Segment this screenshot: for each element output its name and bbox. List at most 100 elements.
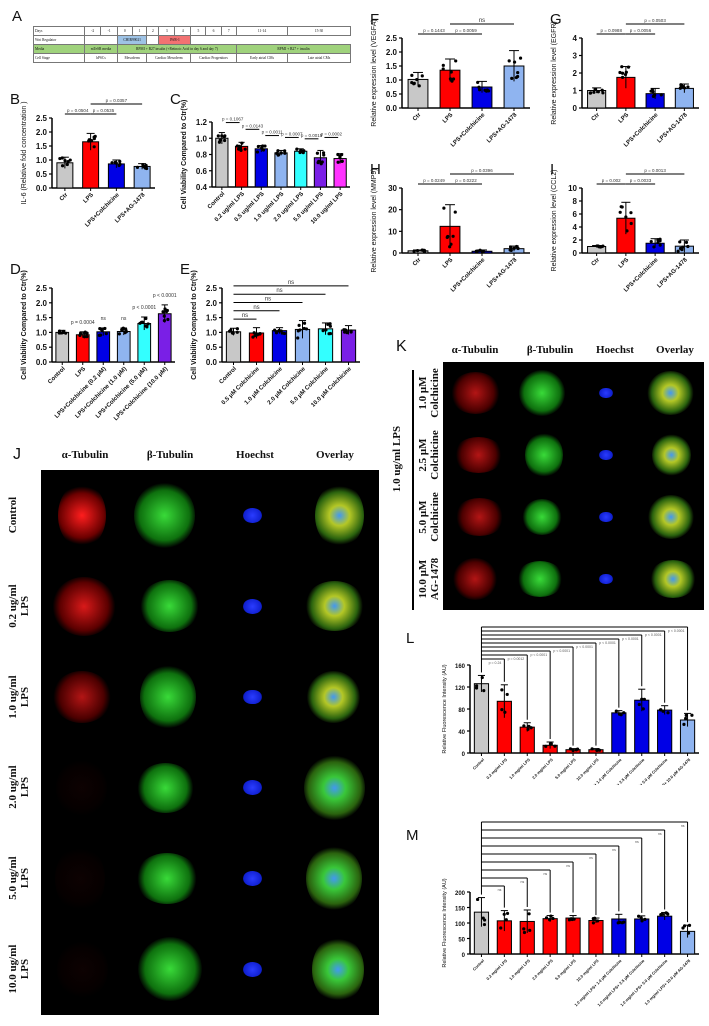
svg-text:2.5: 2.5 [206,284,218,293]
table-row-days: Days -2 -1 0 1 2 3 4 5 6 7 11-14 15-30 [33,26,351,36]
overlay-signal [311,935,365,1003]
x-tick-label: 1.0 mg/ml LPS [508,757,531,780]
svg-text:2.0: 2.0 [36,128,48,137]
micrograph-cell [295,561,380,652]
alpha-tubulin-signal [51,670,112,724]
x-tick-label: 5.0 mg/ml LPS [554,757,577,780]
hoechst-nucleus [242,780,262,796]
svg-text:ns: ns [276,288,282,294]
table-cell: mTeSR media [84,44,118,54]
micrograph-cell [639,362,704,424]
svg-text:4: 4 [573,34,578,43]
svg-text:ns: ns [265,297,271,303]
beta-tubulin-signal [135,852,200,905]
y-axis-label: Cell Viability Compared to Ctr(%) [181,100,188,210]
bar [55,331,70,363]
hoechst-nucleus [599,511,613,523]
chart-f: F 0.0 0.5 1.0 1.5 2.0 2.5 Relative expression l… [360,0,540,150]
alpha-tubulin-signal [51,576,116,636]
svg-text:160: 160 [455,664,466,670]
alpha-tubulin-signal [56,759,107,817]
x-tick-label: Ctr [59,192,70,203]
svg-text:p = 0.0007: p = 0.0007 [281,131,303,136]
svg-text:0.5: 0.5 [206,343,218,352]
panel-letter-l: L [406,630,414,647]
svg-text:0.0: 0.0 [386,104,398,113]
svg-text:p = 0.0004: p = 0.0004 [71,320,95,326]
svg-text:8: 8 [573,197,578,206]
x-tick-label: 0.2 mg/ml LPS [485,958,508,981]
svg-text:4: 4 [573,223,578,232]
svg-text:ns: ns [479,18,485,24]
panel-letter-i: I [550,161,554,178]
micrograph-cell [41,652,126,743]
svg-text:0.0: 0.0 [206,358,218,367]
table-row-wnt: Wnt Regulator CHIR99021 IWR-1 [33,35,351,45]
y-axis-label: Relative Fluorescence Intensity (AU) [442,878,448,967]
column-header-overlay: Overlay [316,449,354,461]
svg-text:ns: ns [566,864,570,868]
micrograph-cell [639,424,704,486]
x-tick-label: 10.0 mg/ml LPS [575,757,600,782]
svg-text:p = 0.0503: p = 0.0503 [644,18,666,23]
column-header-alpha-tubulin: α-Tubulin [451,344,499,356]
svg-text:p = 0.0059: p = 0.0059 [455,28,477,33]
svg-text:p = 0.0013: p = 0.0013 [644,168,666,173]
table-cell [146,35,160,45]
x-tick-label: LPS [442,257,454,269]
bar [565,917,581,955]
svg-text:2.5: 2.5 [36,114,48,123]
bar [611,712,627,754]
row-header: Wnt Regulator [33,35,85,45]
svg-text:80: 80 [458,708,465,714]
chart-c: C 0.4 0.6 0.8 1.0 1.2 Cell Viability Compared … [160,80,360,255]
x-tick-label: 1.0 mg/ml LPS+ 10.0 μM AG-1478 [643,958,691,1006]
svg-text:ns: ns [121,316,127,322]
row-label: 10.0 μM AG-1478 [417,557,441,601]
svg-text:p = 0.0056: p = 0.0056 [630,28,652,33]
alpha-tubulin-signal [55,844,105,913]
svg-text:p = 0.0033: p = 0.0033 [630,178,652,183]
micrograph-cell [574,424,639,486]
svg-text:30: 30 [388,184,397,193]
beta-tubulin-signal [140,663,197,731]
y-axis-label: Relative Fluorescence Intensity (AU) [442,664,448,753]
svg-text:p = 0.1443: p = 0.1443 [423,28,445,33]
table-cell: -1 [100,26,118,36]
svg-text:ns: ns [101,316,107,322]
bar [588,920,604,955]
svg-text:p = 0.0535: p = 0.0535 [93,108,115,113]
micrograph-cell [126,833,211,924]
bar [116,331,131,363]
bar [340,329,357,363]
panel-letter-k: K [396,338,407,355]
svg-text:p = 0.0249: p = 0.0249 [423,178,445,183]
microscopy-grid-j [41,470,379,1015]
chart-h: H 0 10 20 30 Relative expression level (MMP9)… [360,150,540,295]
table-cell-iwr: IWR-1 [158,35,192,45]
group-bracket-line [412,370,414,610]
svg-text:0.6: 0.6 [196,167,208,176]
bar [271,330,288,363]
svg-text:1.0: 1.0 [36,156,48,165]
x-tick-label: Ctr [591,257,602,268]
micrograph-cell [443,486,508,548]
x-tick-label: LPS [442,112,454,124]
bar [75,334,90,363]
y-axis-label: IL-6 (Relative fold concentration ) [21,101,28,204]
x-tick-label: 1.0 mg/ml LPS+ 1.0 μM Colchicine [573,958,623,1008]
svg-text:ns: ns [253,305,259,311]
micrograph-cell [574,362,639,424]
svg-text:6: 6 [573,210,578,219]
panel-letter-a: A [12,8,23,25]
chart-g: G 0 1 2 3 4 Relative expression level (EGFR) Ct… [540,0,709,150]
chart-m: M 0 50 100 150 200 Relative Fluorescence Inten… [400,800,709,1020]
svg-text:2.0: 2.0 [206,299,218,308]
x-tick-label: Ctr [412,112,423,123]
row-label: 0.2 ug/ml LPS [7,584,31,628]
svg-text:p = 0.24: p = 0.24 [489,661,502,665]
table-cell: 7 [220,26,238,36]
x-tick-label: 10.0 mg/ml LPS [575,958,600,983]
table-cell: 2 [146,26,160,36]
table-cell: 1 [131,26,148,36]
